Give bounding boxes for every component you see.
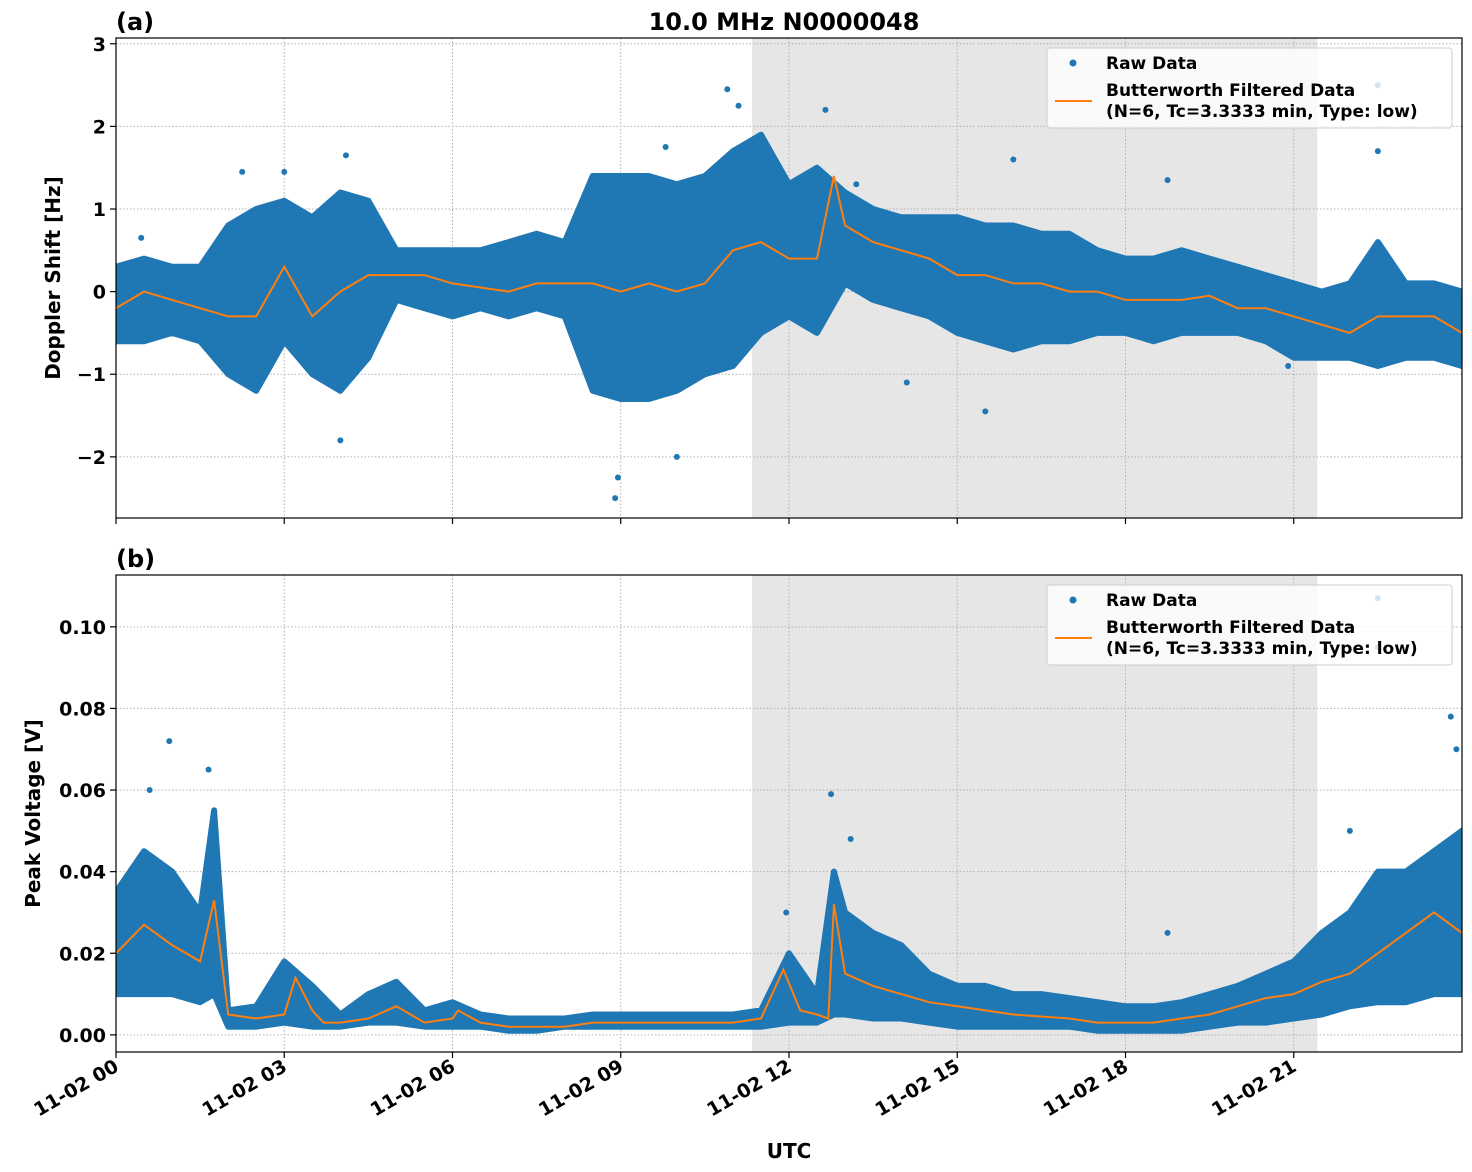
raw-data-point	[847, 836, 854, 843]
raw-data-point	[662, 144, 669, 151]
raw-data-point	[239, 168, 246, 175]
raw-data-band	[116, 807, 1462, 1034]
raw-data-point	[146, 787, 153, 794]
raw-data-point	[614, 474, 621, 481]
y-tick-label: 0.02	[59, 943, 106, 965]
legend: Raw Data Butterworth Filtered Data(N=6, T…	[1046, 584, 1453, 666]
filtered-line	[116, 899, 1462, 1028]
raw-data-point	[783, 909, 790, 916]
panel-label: (b)	[116, 545, 155, 573]
legend-filtered-params: (N=6, Tc=3.3333 min, Type: low)	[1106, 639, 1418, 659]
raw-data-point	[828, 791, 835, 798]
raw-data-point	[1346, 827, 1353, 834]
raw-data-point	[337, 437, 344, 444]
raw-data-point	[853, 181, 860, 188]
plot-area	[116, 595, 1462, 1034]
plot-area	[116, 82, 1462, 502]
x-axis-label: UTC	[767, 1139, 812, 1163]
raw-data-point	[342, 152, 349, 159]
y-tick-label: −2	[77, 447, 106, 469]
legend-raw-label: Raw Data	[1106, 54, 1197, 74]
x-tick-label: 11-02 15	[871, 1055, 963, 1121]
x-tick-label: 11-02 09	[535, 1055, 627, 1121]
y-tick-label: 0.08	[59, 698, 106, 720]
raw-data-point	[1285, 362, 1292, 369]
legend-box	[1046, 47, 1453, 129]
y-tick-label: 1	[93, 199, 106, 221]
legend-box	[1046, 584, 1453, 666]
panel-doppler: −2 −1 0 1 2 3 (a) Doppler Shift [Hz] Raw Data But…	[41, 8, 1463, 524]
raw-data-point	[205, 766, 212, 773]
x-tick-label: 11-02 21	[1208, 1055, 1300, 1121]
raw-data-point	[1447, 713, 1454, 720]
legend-raw-marker	[1069, 596, 1077, 604]
y-tick-label: 0.04	[59, 862, 106, 884]
panel-label: (a)	[116, 8, 154, 36]
legend-raw-label: Raw Data	[1106, 591, 1197, 611]
raw-data-point	[1453, 746, 1460, 753]
y-tick-label: 0.10	[59, 617, 106, 639]
legend: Raw Data Butterworth Filtered Data(N=6, T…	[1046, 47, 1453, 129]
legend-filtered-params: (N=6, Tc=3.3333 min, Type: low)	[1106, 102, 1418, 122]
y-tick-label: −1	[77, 364, 106, 386]
raw-data-point	[612, 495, 619, 502]
raw-data-point	[903, 379, 910, 386]
y-tick-label: 0	[93, 282, 106, 304]
raw-data-point	[166, 738, 173, 745]
raw-data-point	[1374, 148, 1381, 155]
raw-data-point	[1164, 929, 1171, 936]
panel-voltage: 0.00 0.02 0.04 0.06 0.08 0.10 11-02 00 11-02 03…	[21, 545, 1463, 1163]
x-tick-label: 11-02 00	[30, 1055, 122, 1121]
raw-data-point	[982, 408, 989, 415]
x-tick-label: 11-02 06	[367, 1055, 459, 1121]
raw-data-point	[1164, 177, 1171, 184]
y-tick-label: 2	[93, 116, 106, 138]
raw-data-point	[822, 106, 829, 113]
chart-title: 10.0 MHz N0000048	[649, 8, 920, 36]
y-tick-label: 0.00	[59, 1025, 106, 1047]
raw-data-point	[735, 102, 742, 109]
legend-raw-marker	[1069, 59, 1077, 67]
raw-data-point	[281, 168, 288, 175]
raw-data-point	[1010, 156, 1017, 163]
y-axis-label: Peak Voltage [V]	[21, 719, 45, 908]
y-tick-label: 3	[93, 34, 106, 56]
x-tick-label: 11-02 18	[1040, 1055, 1132, 1121]
raw-data-point	[673, 453, 680, 460]
x-tick-label: 11-02 03	[198, 1055, 290, 1121]
x-tick-label: 11-02 12	[703, 1055, 795, 1121]
raw-data-point	[724, 86, 731, 93]
y-tick-label: 0.06	[59, 780, 106, 802]
raw-data-band	[116, 131, 1462, 402]
filtered-line	[116, 175, 1462, 334]
raw-data-point	[138, 234, 145, 241]
legend-filtered-label: Butterworth Filtered Data	[1106, 618, 1355, 638]
legend-filtered-label: Butterworth Filtered Data	[1106, 81, 1355, 101]
y-axis-label: Doppler Shift [Hz]	[41, 176, 65, 380]
